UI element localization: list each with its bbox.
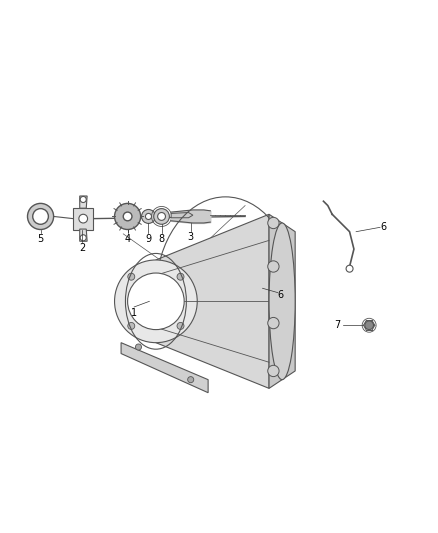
Circle shape — [158, 213, 166, 220]
Circle shape — [268, 365, 279, 377]
Text: 1: 1 — [131, 308, 137, 318]
Polygon shape — [80, 196, 87, 208]
Circle shape — [135, 344, 141, 350]
Circle shape — [268, 261, 279, 272]
Text: 7: 7 — [335, 320, 341, 330]
Text: 4: 4 — [124, 234, 131, 244]
Circle shape — [33, 208, 48, 224]
Ellipse shape — [269, 223, 295, 379]
Text: 9: 9 — [145, 234, 152, 244]
Circle shape — [128, 273, 135, 280]
Text: 3: 3 — [187, 232, 194, 241]
Circle shape — [268, 217, 279, 229]
Circle shape — [127, 273, 184, 329]
Circle shape — [80, 197, 86, 203]
Text: 5: 5 — [37, 234, 44, 244]
Polygon shape — [269, 214, 295, 389]
Circle shape — [145, 213, 152, 220]
Circle shape — [115, 260, 197, 343]
Text: 2: 2 — [79, 243, 85, 253]
Circle shape — [79, 214, 88, 223]
Text: 6: 6 — [380, 222, 386, 232]
Circle shape — [28, 204, 53, 230]
Polygon shape — [73, 208, 93, 230]
Text: 6: 6 — [278, 290, 284, 300]
Polygon shape — [171, 213, 193, 218]
Circle shape — [177, 273, 184, 280]
Circle shape — [268, 318, 279, 329]
Circle shape — [141, 209, 155, 223]
Circle shape — [187, 377, 194, 383]
Circle shape — [365, 321, 374, 329]
Polygon shape — [80, 229, 87, 241]
Circle shape — [123, 212, 132, 221]
Circle shape — [128, 322, 135, 329]
Circle shape — [154, 208, 170, 224]
Text: 8: 8 — [159, 234, 165, 244]
Polygon shape — [121, 343, 208, 393]
Circle shape — [346, 265, 353, 272]
Circle shape — [177, 322, 184, 329]
Circle shape — [80, 235, 86, 241]
Circle shape — [115, 204, 141, 230]
Polygon shape — [156, 214, 269, 389]
